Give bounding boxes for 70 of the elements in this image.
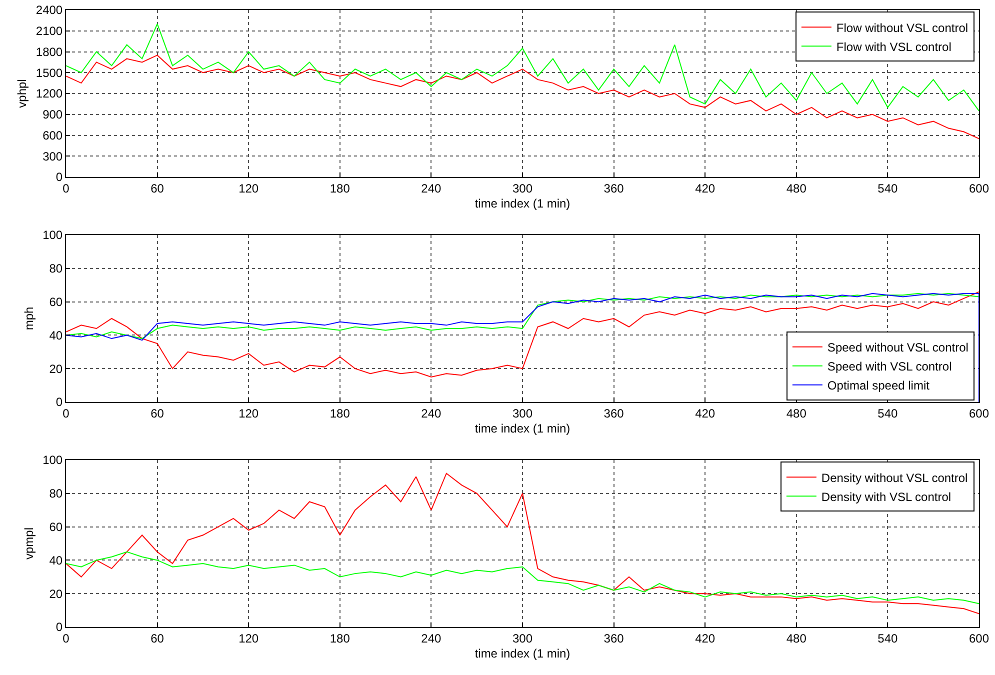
x-tick-label: 480 [786, 631, 807, 646]
legend-label: Density with VSL control [821, 490, 952, 504]
x-tick-label: 360 [604, 631, 624, 646]
y-tick-label: 80 [49, 262, 63, 276]
y-axis-title: vpmpl [22, 527, 36, 560]
x-tick-label: 180 [330, 181, 350, 196]
legend-label: Optimal speed limit [827, 378, 930, 393]
y-tick-label: 40 [49, 328, 63, 342]
y-tick-label: 1500 [36, 66, 63, 80]
x-tick-label: 60 [150, 631, 164, 646]
x-tick-label: 240 [421, 631, 442, 646]
y-tick-label: 100 [42, 453, 63, 468]
x-tick-label: 600 [968, 181, 990, 196]
line-series [66, 292, 979, 402]
x-axis-title: time index (1 min) [474, 196, 570, 210]
x-tick-label: 540 [878, 406, 898, 420]
y-tick-label: 40 [49, 553, 63, 568]
x-tick-label: 60 [150, 406, 164, 420]
y-tick-label: 80 [49, 486, 63, 501]
legend-label: Speed with VSL control [827, 360, 952, 374]
x-tick-label: 600 [968, 406, 990, 420]
y-tick-label: 2400 [36, 3, 63, 18]
line-series [66, 551, 979, 604]
x-tick-label: 420 [695, 406, 716, 420]
x-tick-label: 480 [786, 406, 807, 420]
line-series [66, 291, 979, 378]
line-series [66, 23, 979, 112]
x-tick-label: 540 [878, 181, 898, 196]
x-tick-label: 420 [695, 181, 716, 196]
y-tick-label: 1200 [36, 86, 63, 101]
legend-label: Speed without VSL control [827, 340, 968, 355]
y-tick-label: 300 [42, 149, 63, 164]
x-tick-label: 240 [421, 406, 442, 420]
x-tick-label: 120 [238, 631, 259, 646]
line-series [66, 472, 979, 614]
line-series [66, 54, 979, 140]
y-tick-label: 60 [49, 520, 63, 534]
legend-label: Flow without VSL control [836, 20, 968, 35]
x-tick-label: 420 [695, 631, 716, 646]
y-axis-title: vphpl [15, 79, 30, 108]
y-tick-label: 20 [49, 362, 63, 376]
y-tick-label: 2100 [36, 24, 63, 38]
x-tick-label: 180 [330, 631, 350, 646]
y-tick-label: 100 [42, 228, 63, 242]
x-tick-label: 240 [421, 181, 442, 196]
legend-label: Density without VSL control [821, 470, 968, 485]
y-tick-label: 900 [42, 108, 63, 122]
x-tick-label: 600 [968, 631, 990, 646]
x-axis-title: time index (1 min) [474, 421, 570, 436]
x-tick-label: 300 [512, 181, 533, 196]
legend-label: Flow with VSL control [836, 40, 952, 54]
y-tick-label: 0 [56, 395, 63, 410]
y-tick-label: 0 [56, 170, 63, 184]
x-tick-label: 360 [604, 181, 624, 196]
x-tick-label: 120 [238, 181, 259, 196]
x-tick-label: 300 [512, 631, 533, 646]
x-tick-label: 300 [512, 406, 533, 420]
x-tick-label: 180 [330, 406, 350, 420]
x-axis-title: time index (1 min) [474, 646, 570, 660]
x-tick-label: 540 [878, 631, 898, 646]
y-tick-label: 600 [42, 128, 63, 142]
y-axis-title: mph [22, 306, 36, 330]
x-tick-label: 120 [238, 406, 259, 420]
x-tick-label: 60 [150, 181, 164, 196]
y-tick-label: 60 [49, 295, 63, 309]
y-tick-label: 0 [56, 620, 63, 634]
y-tick-label: 20 [49, 586, 63, 601]
y-tick-label: 1800 [36, 44, 63, 59]
x-tick-label: 360 [604, 406, 624, 420]
x-tick-label: 480 [786, 181, 807, 196]
